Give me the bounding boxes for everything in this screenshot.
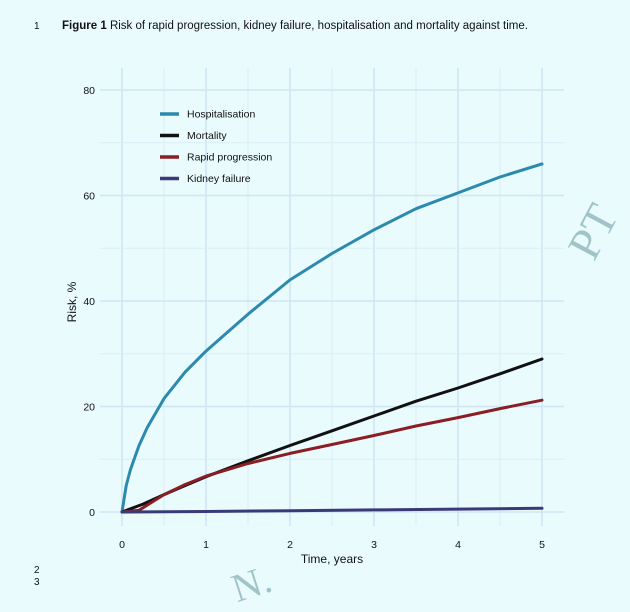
figure-caption: Figure 1 Risk of rapid progression, kidn… bbox=[62, 20, 528, 32]
chart-series bbox=[120, 162, 544, 514]
x-tick-label: 5 bbox=[539, 539, 545, 551]
y-tick-label: 40 bbox=[83, 296, 95, 308]
risk-line-chart: 0 1 2 3 4 5 0 20 40 60 80 Hospitalisation Mortality… bbox=[65, 68, 564, 566]
legend-label: Kidney failure bbox=[187, 173, 251, 185]
series-line-rapid-progression bbox=[120, 398, 544, 514]
chart-grid bbox=[100, 68, 564, 526]
figure-label: Figure 1 bbox=[62, 20, 107, 32]
x-axis-label: Time, years bbox=[301, 552, 363, 566]
line-number-3: 3 bbox=[34, 577, 40, 588]
chart-axes: 0 1 2 3 4 5 0 20 40 60 80 bbox=[83, 85, 545, 551]
legend-label: Mortality bbox=[187, 130, 227, 142]
x-tick-label: 0 bbox=[119, 539, 125, 551]
y-tick-label: 0 bbox=[89, 507, 95, 519]
x-tick-label: 3 bbox=[371, 539, 377, 551]
y-tick-label: 60 bbox=[83, 191, 95, 203]
y-axis-label: Risk, % bbox=[65, 281, 79, 322]
x-tick-label: 4 bbox=[455, 539, 461, 551]
y-tick-label: 80 bbox=[83, 85, 95, 97]
line-number-2: 2 bbox=[34, 565, 40, 576]
x-tick-label: 2 bbox=[287, 539, 293, 551]
legend-label: Hospitalisation bbox=[187, 109, 255, 121]
chart-legend: Hospitalisation Mortality Rapid progressio… bbox=[160, 109, 272, 185]
series-line-kidney-failure bbox=[120, 506, 544, 514]
legend-label: Rapid progression bbox=[187, 152, 272, 164]
series-line-hospitalisation bbox=[120, 162, 544, 514]
y-tick-label: 20 bbox=[83, 402, 95, 414]
figure-caption-text: Risk of rapid progression, kidney failur… bbox=[109, 20, 528, 32]
line-number-1: 1 bbox=[34, 21, 40, 32]
x-tick-label: 1 bbox=[203, 539, 209, 551]
